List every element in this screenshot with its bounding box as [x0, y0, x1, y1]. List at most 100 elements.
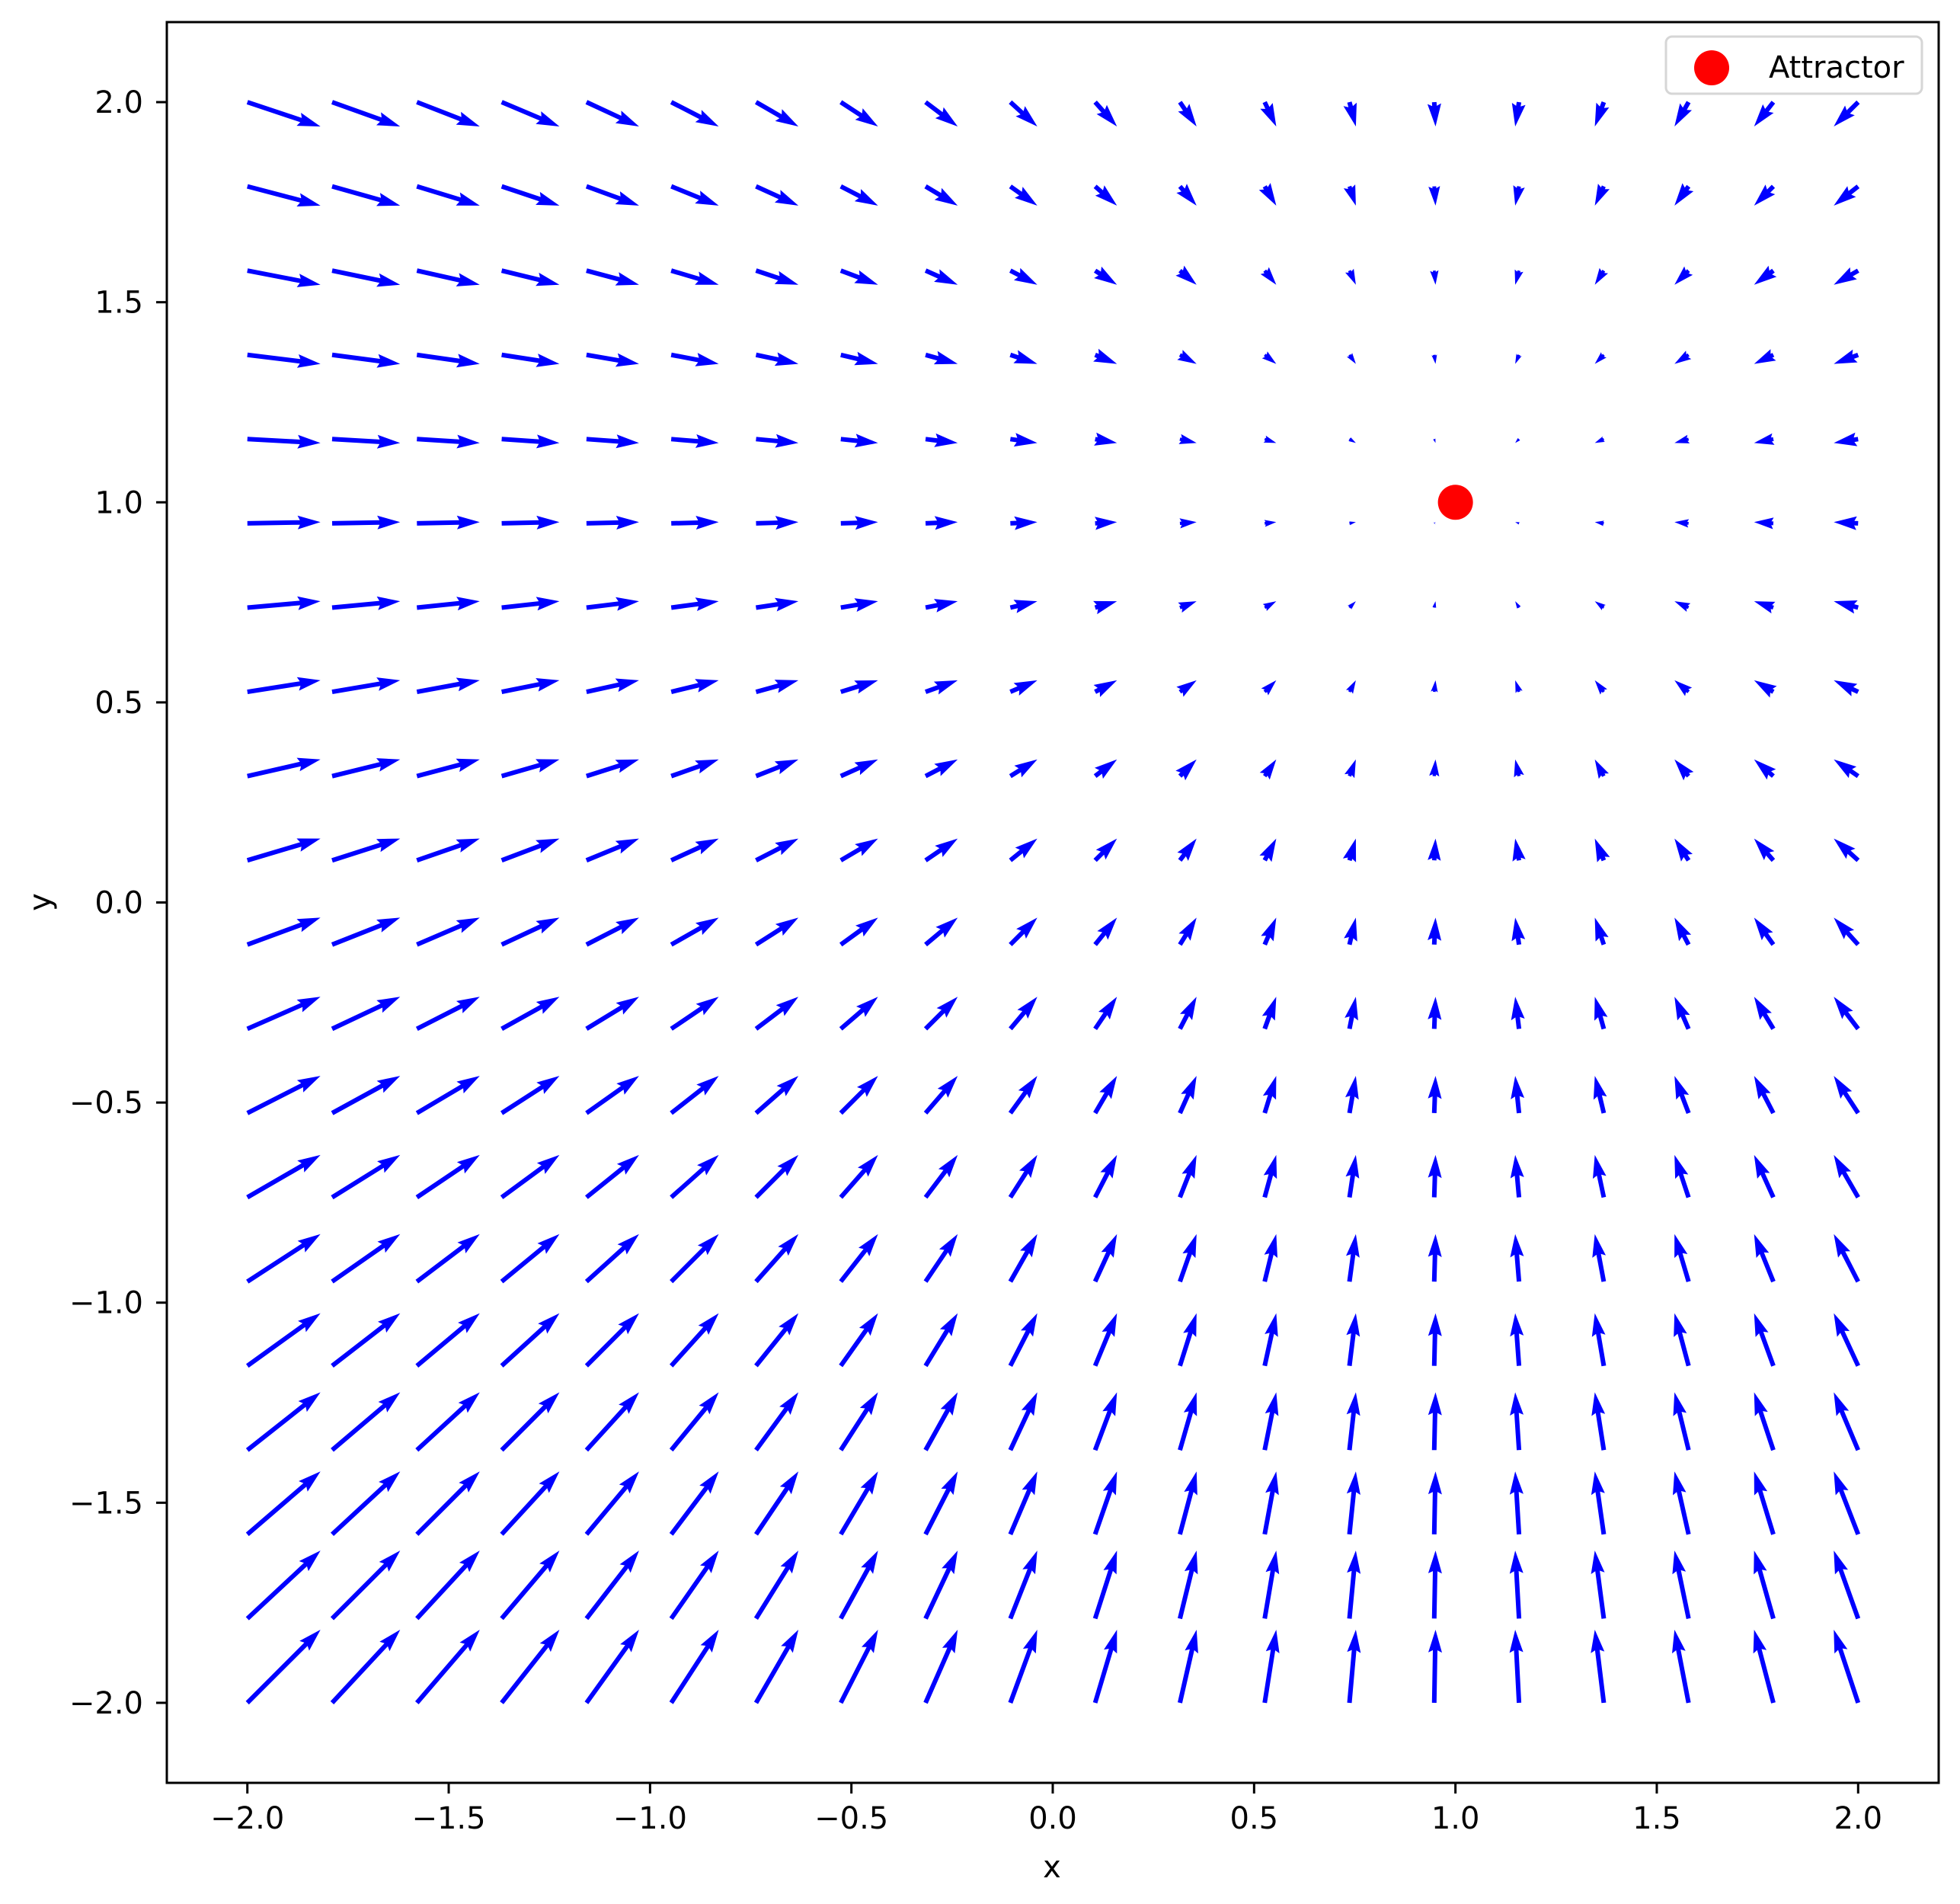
vector-arrow-icon: [1345, 268, 1356, 285]
vector-arrow-icon: [416, 838, 480, 862]
vector-arrow-icon: [924, 268, 958, 285]
vector-arrow-icon: [1512, 838, 1526, 862]
vector-arrow-icon: [330, 1550, 401, 1621]
vector-arrow-icon: [925, 516, 958, 530]
vector-arrow-icon: [1178, 1471, 1197, 1535]
vector-arrow-icon: [670, 434, 719, 448]
vector-arrow-icon: [1175, 759, 1197, 781]
vector-arrow-icon: [1347, 1550, 1361, 1619]
vector-arrow-icon: [1510, 1313, 1524, 1366]
x-tick-label: 0.5: [1230, 1801, 1279, 1836]
vector-arrow-icon: [1093, 759, 1117, 779]
vector-arrow-icon: [247, 268, 321, 287]
vector-arrow-icon: [670, 1313, 719, 1368]
vector-arrow-icon: [1834, 1313, 1860, 1367]
vector-arrow-icon: [1178, 1234, 1197, 1283]
vector-arrow-icon: [1433, 522, 1436, 525]
vector-arrow-icon: [586, 268, 639, 286]
vector-arrow-icon: [1262, 1076, 1277, 1114]
vector-arrow-icon: [1346, 1392, 1360, 1451]
vector-arrow-icon: [754, 1154, 799, 1199]
vector-arrow-icon: [1594, 436, 1605, 443]
vector-arrow-icon: [756, 597, 799, 612]
vector-arrow-icon: [1594, 184, 1610, 206]
vector-arrow-icon: [1178, 434, 1197, 444]
vector-arrow-icon: [839, 1076, 878, 1115]
vector-field-arrows: [245, 100, 1861, 1705]
vector-arrow-icon: [839, 184, 878, 206]
vector-arrow-icon: [331, 184, 401, 206]
y-tick-label: −1.5: [69, 1486, 143, 1521]
y-tick-label: 1.5: [94, 286, 143, 321]
vector-arrow-icon: [1008, 1313, 1038, 1367]
vector-arrow-icon: [670, 1234, 719, 1284]
vector-arrow-icon: [1176, 184, 1197, 206]
vector-arrow-icon: [1754, 997, 1776, 1030]
vector-arrow-icon: [839, 1471, 878, 1536]
vector-arrow-icon: [415, 1550, 480, 1621]
vector-arrow-icon: [1834, 1154, 1860, 1198]
vector-arrow-icon: [246, 100, 321, 126]
vector-arrow-icon: [670, 679, 719, 694]
vector-arrow-icon: [500, 1234, 560, 1284]
vector-arrow-icon: [247, 677, 321, 694]
vector-arrow-icon: [1093, 348, 1117, 364]
vector-arrow-icon: [415, 1313, 480, 1368]
vector-arrow-icon: [925, 599, 958, 613]
vector-arrow-icon: [1260, 267, 1277, 285]
vector-arrow-icon: [500, 917, 560, 947]
vector-arrow-icon: [501, 515, 560, 530]
vector-arrow-icon: [1008, 1076, 1038, 1115]
vector-arrow-icon: [247, 434, 321, 449]
vector-arrow-icon: [500, 1550, 560, 1621]
vector-arrow-icon: [1834, 516, 1859, 530]
vector-arrow-icon: [1261, 997, 1277, 1030]
vector-arrow-icon: [331, 1234, 401, 1284]
x-axis-ticks: −2.0 −1.5 −1.0 −0.5 0.0 0.5 1.0 1.5 2.0: [210, 1783, 1882, 1836]
vector-arrow-icon: [1178, 601, 1197, 613]
vector-arrow-icon: [1674, 101, 1692, 126]
vector-arrow-icon: [1428, 1550, 1442, 1619]
vector-arrow-icon: [669, 1392, 719, 1452]
vector-arrow-icon: [840, 351, 878, 366]
vector-arrow-icon: [1515, 354, 1522, 364]
vector-arrow-icon: [1510, 1154, 1524, 1198]
vector-arrow-icon: [586, 434, 639, 449]
vector-arrow-icon: [754, 1313, 799, 1368]
vector-arrow-icon: [1754, 759, 1776, 780]
vector-arrow-icon: [1259, 838, 1277, 862]
vector-arrow-icon: [1674, 917, 1692, 946]
vector-arrow-icon: [1093, 600, 1117, 615]
vector-arrow-icon: [1094, 432, 1117, 446]
vector-arrow-icon: [1262, 1154, 1277, 1198]
vector-arrow-icon: [1594, 601, 1606, 610]
vector-arrow-icon: [1674, 759, 1694, 781]
vector-arrow-icon: [416, 184, 480, 206]
vector-arrow-icon: [839, 680, 878, 694]
vector-arrow-icon: [1258, 183, 1277, 206]
vector-arrow-icon: [755, 184, 799, 206]
vector-arrow-icon: [500, 1076, 560, 1115]
vector-arrow-icon: [839, 759, 878, 779]
vector-arrow-icon: [1262, 1550, 1280, 1619]
vector-arrow-icon: [1515, 601, 1521, 609]
vector-arrow-icon: [756, 434, 799, 448]
plot-area: [165, 21, 1940, 1784]
legend: Attractor: [1664, 35, 1923, 95]
x-tick-label: 0.0: [1028, 1801, 1077, 1836]
vector-arrow-icon: [501, 434, 560, 449]
vector-arrow-icon: [1095, 517, 1117, 530]
vector-arrow-icon: [1674, 997, 1691, 1030]
x-tick-label: 1.0: [1431, 1801, 1480, 1836]
vector-arrow-icon: [1093, 184, 1117, 206]
x-tick-label: 2.0: [1834, 1801, 1882, 1836]
vector-arrow-icon: [1008, 1234, 1038, 1283]
vector-arrow-icon: [1511, 997, 1525, 1029]
vector-arrow-icon: [1592, 1234, 1607, 1282]
vector-arrow-icon: [584, 1550, 639, 1621]
vector-arrow-icon: [1834, 680, 1859, 696]
vector-arrow-icon: [1591, 1313, 1607, 1367]
vector-arrow-icon: [670, 997, 719, 1031]
vector-arrow-icon: [1834, 1392, 1860, 1451]
vector-arrow-icon: [1754, 101, 1776, 126]
